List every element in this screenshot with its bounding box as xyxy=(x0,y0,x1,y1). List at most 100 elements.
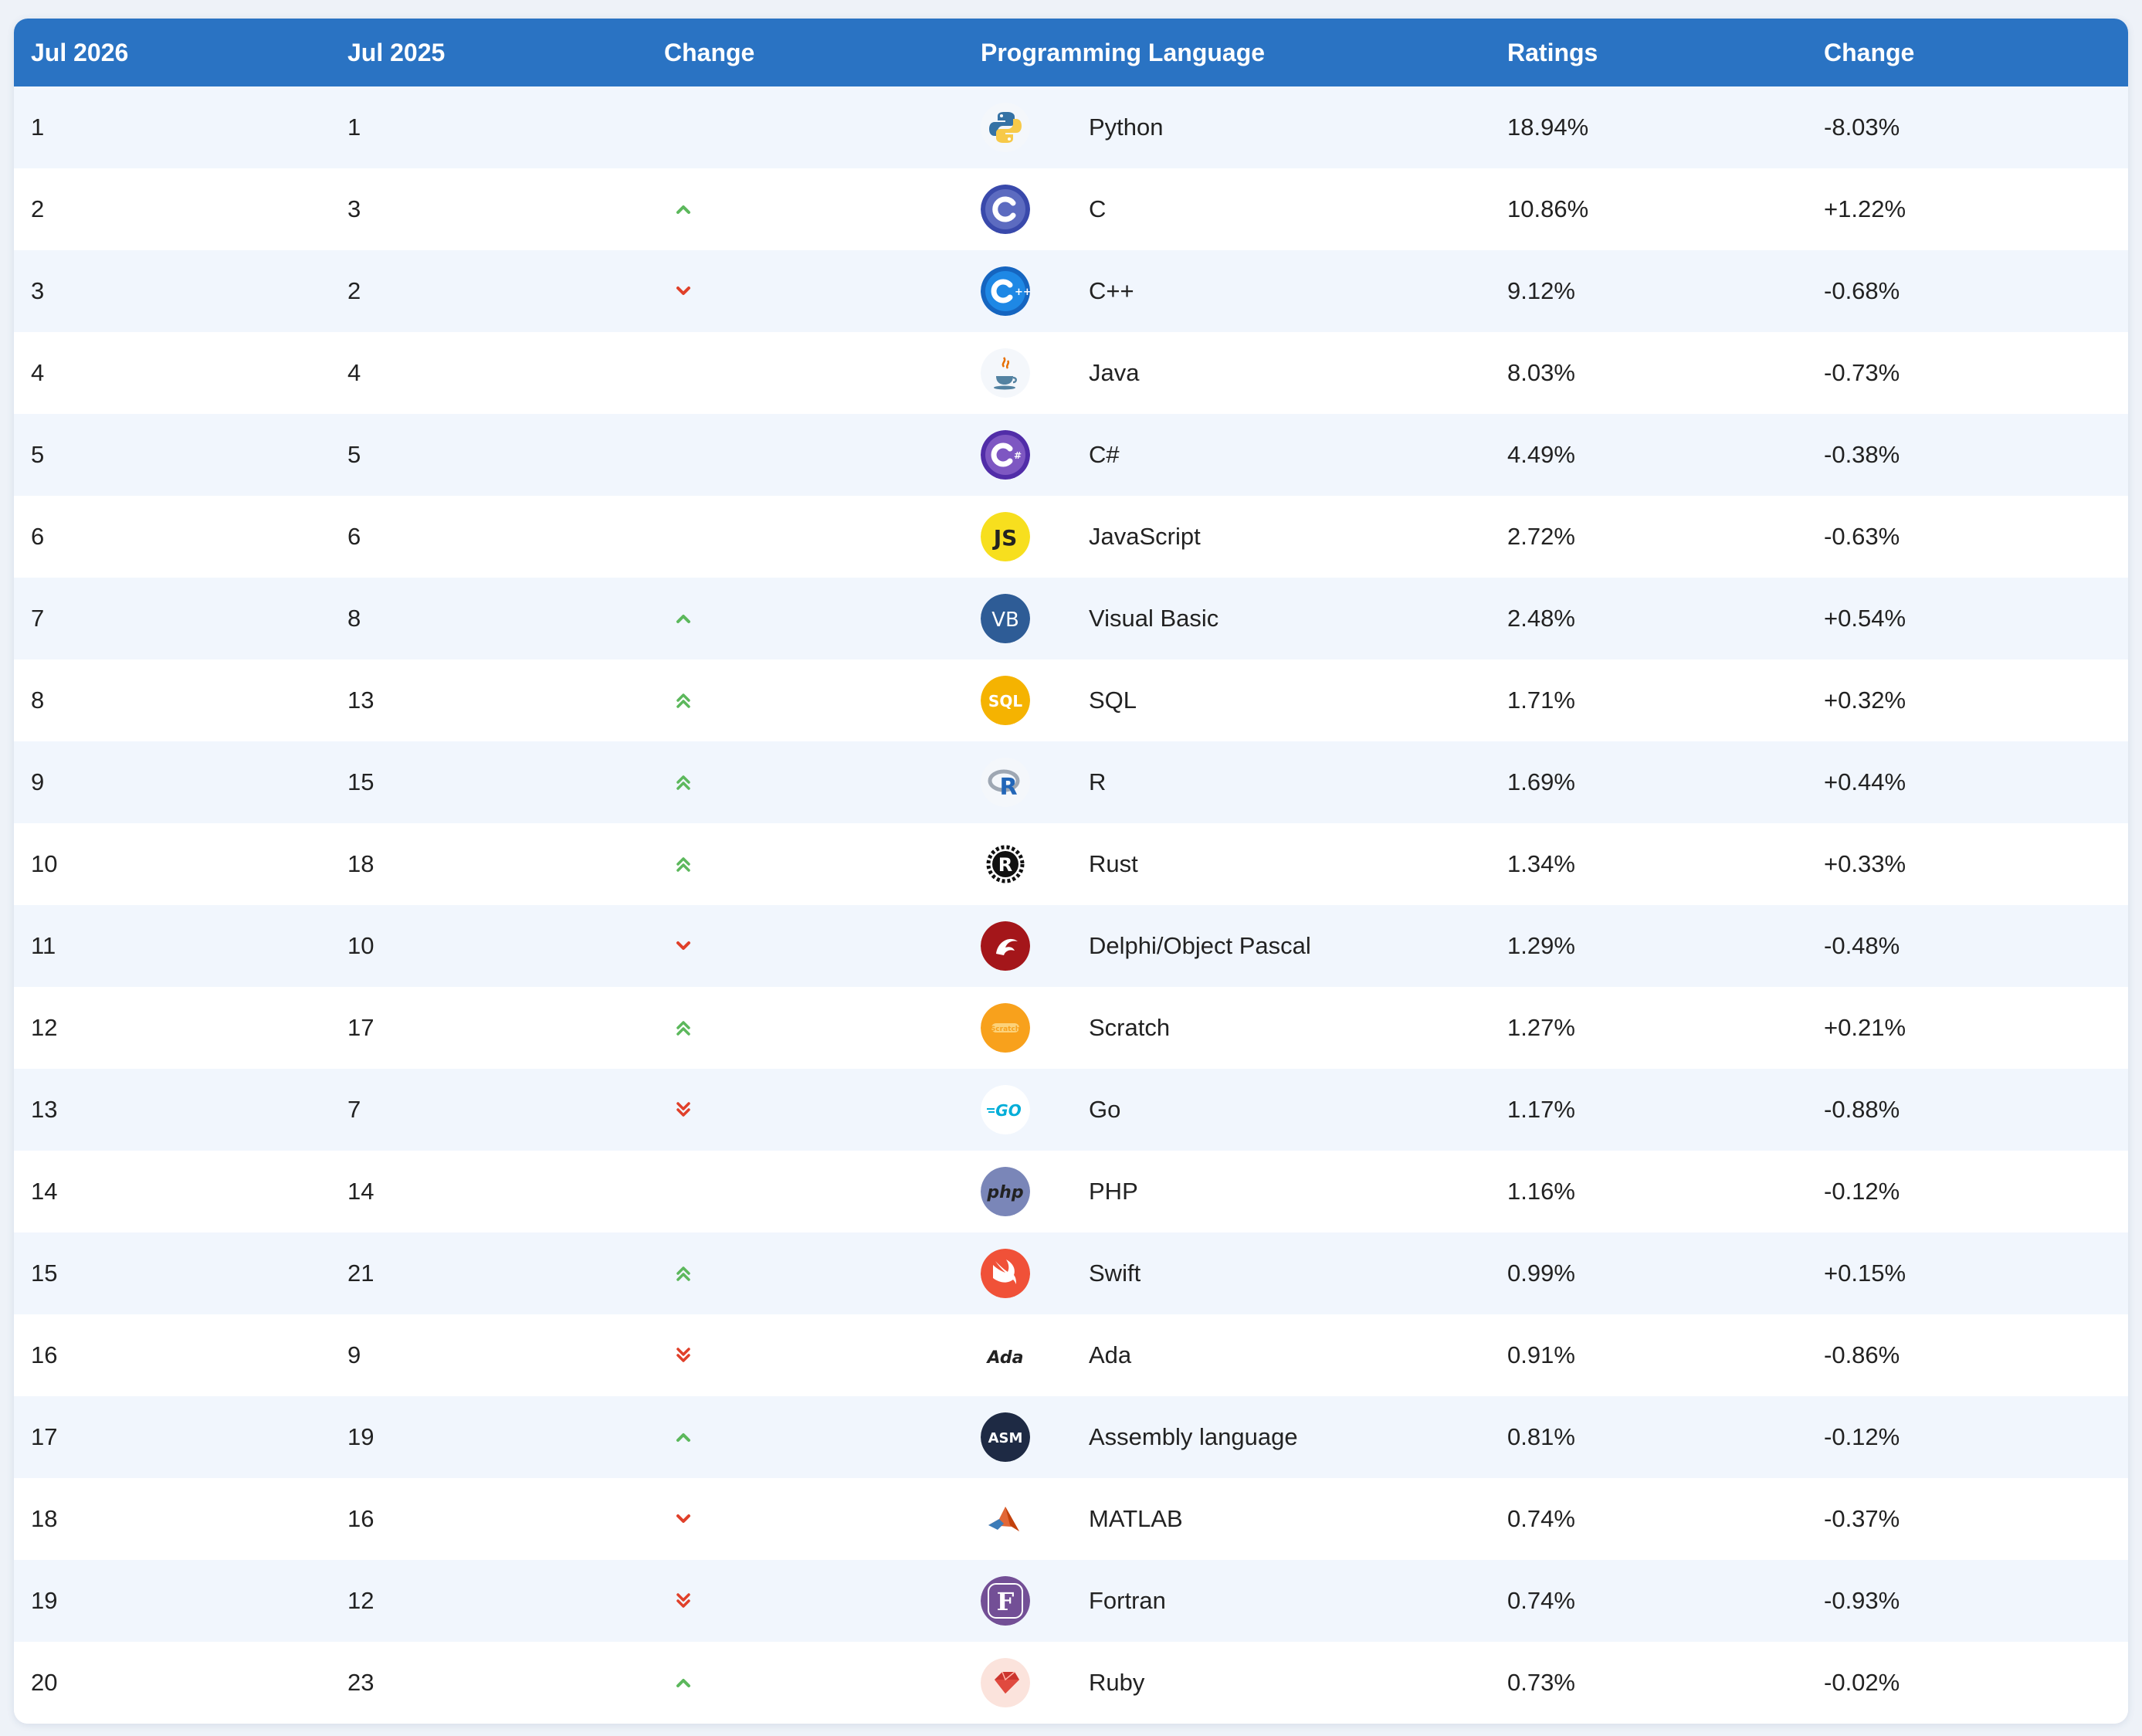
header-ratings[interactable]: Ratings xyxy=(1507,38,1598,66)
rating-change-value: +0.21% xyxy=(1824,1014,1906,1041)
language-name[interactable]: PHP xyxy=(1089,1178,1138,1205)
rating-value: 0.73% xyxy=(1507,1669,1575,1696)
double-arrow-up-icon xyxy=(664,689,964,712)
table-row[interactable]: 2 3 C 10.86% +1.22% xyxy=(14,168,2128,250)
rank-change-cell xyxy=(647,280,964,303)
rank-change-cell xyxy=(647,1016,964,1039)
rank-2025: 4 xyxy=(347,359,361,386)
rating-value: 0.74% xyxy=(1507,1587,1575,1614)
language-name[interactable]: Ada xyxy=(1089,1341,1132,1368)
rank-2026: 5 xyxy=(31,441,45,468)
arrow-up-icon xyxy=(664,1671,964,1694)
table-row[interactable]: 9 15 R R 1.69% +0.44% xyxy=(14,741,2128,823)
language-name[interactable]: Delphi/Object Pascal xyxy=(1089,932,1311,959)
language-logo-cell xyxy=(964,103,1089,152)
header-jul-2025[interactable]: Jul 2025 xyxy=(347,38,446,66)
rank-2026: 10 xyxy=(31,850,58,877)
language-name[interactable]: Swift xyxy=(1089,1260,1141,1287)
table-row[interactable]: 18 16 MATLAB 0.74% -0.37% xyxy=(14,1478,2128,1560)
rank-2026: 14 xyxy=(31,1178,58,1205)
rating-value: 1.17% xyxy=(1507,1096,1575,1123)
language-name[interactable]: Rust xyxy=(1089,850,1138,877)
table-row[interactable]: 6 6 JS JavaScript 2.72% -0.63% xyxy=(14,496,2128,578)
header-programming-language[interactable]: Programming Language xyxy=(981,38,1266,66)
table-row[interactable]: 20 23 Ruby 0.73% -0.02% xyxy=(14,1642,2128,1724)
rank-2025: 19 xyxy=(347,1423,375,1450)
rating-change-value: -0.93% xyxy=(1824,1587,1900,1614)
table-row[interactable]: 8 13 SQL SQL 1.71% +0.32% xyxy=(14,659,2128,741)
rating-change-value: +0.32% xyxy=(1824,687,1906,714)
rank-2026: 12 xyxy=(31,1014,58,1041)
language-name[interactable]: SQL xyxy=(1089,687,1137,714)
language-name[interactable]: Ruby xyxy=(1089,1669,1145,1696)
rating-change-value: +0.54% xyxy=(1824,605,1906,632)
python-icon xyxy=(981,103,1030,152)
language-name[interactable]: Go xyxy=(1089,1096,1121,1123)
language-name[interactable]: MATLAB xyxy=(1089,1505,1183,1532)
header-rating-change[interactable]: Change xyxy=(1824,38,1915,66)
svg-text:F: F xyxy=(997,1587,1015,1616)
r-icon: R xyxy=(981,758,1030,807)
language-name[interactable]: C++ xyxy=(1089,277,1134,304)
go-icon: GO xyxy=(981,1085,1030,1134)
table-row[interactable]: 16 9 Ada Ada 0.91% -0.86% xyxy=(14,1314,2128,1396)
rank-change-cell xyxy=(647,853,964,876)
rating-change-value: -0.12% xyxy=(1824,1178,1900,1205)
language-logo-cell xyxy=(964,1249,1089,1298)
rating-value: 1.69% xyxy=(1507,768,1575,795)
language-logo-cell: Scratch xyxy=(964,1003,1089,1053)
language-name[interactable]: Fortran xyxy=(1089,1587,1166,1614)
language-name[interactable]: Scratch xyxy=(1089,1014,1171,1041)
svg-text:ASM: ASM xyxy=(988,1430,1023,1446)
rank-change-cell xyxy=(647,198,964,221)
table-row[interactable]: 5 5 # C# 4.49% -0.38% xyxy=(14,414,2128,496)
rating-value: 18.94% xyxy=(1507,114,1589,141)
language-logo-cell: JS xyxy=(964,512,1089,561)
rating-value: 0.81% xyxy=(1507,1423,1575,1450)
language-logo-cell: ++ xyxy=(964,266,1089,316)
language-name[interactable]: C# xyxy=(1089,441,1120,468)
rating-value: 2.72% xyxy=(1507,523,1575,550)
table-row[interactable]: 17 19 ASM Assembly language 0.81% -0.12% xyxy=(14,1396,2128,1478)
table-row[interactable]: 19 12 F Fortran 0.74% -0.93% xyxy=(14,1560,2128,1642)
rating-value: 1.27% xyxy=(1507,1014,1575,1041)
rating-value: 1.71% xyxy=(1507,687,1575,714)
table-row[interactable]: 12 17 Scratch Scratch 1.27% +0.21% xyxy=(14,987,2128,1069)
rank-2025: 7 xyxy=(347,1096,361,1123)
language-name[interactable]: Visual Basic xyxy=(1089,605,1219,632)
rating-value: 0.74% xyxy=(1507,1505,1575,1532)
c-icon xyxy=(981,185,1030,234)
language-name[interactable]: C xyxy=(1089,195,1107,222)
header-rank-change[interactable]: Change xyxy=(664,38,755,66)
svg-text:SQL: SQL xyxy=(988,692,1022,710)
double-arrow-up-icon xyxy=(664,771,964,794)
table-row[interactable]: 14 14 php PHP 1.16% -0.12% xyxy=(14,1151,2128,1232)
sql-icon: SQL xyxy=(981,676,1030,725)
rating-value: 8.03% xyxy=(1507,359,1575,386)
php-icon: php xyxy=(981,1167,1030,1216)
table-row[interactable]: 3 2 ++ C++ 9.12% -0.68% xyxy=(14,250,2128,332)
language-name[interactable]: Assembly language xyxy=(1089,1423,1298,1450)
language-logo-cell xyxy=(964,348,1089,398)
rating-change-value: +0.15% xyxy=(1824,1260,1906,1287)
double-arrow-up-icon xyxy=(664,1262,964,1285)
table-row[interactable]: 10 18 R Rust 1.34% +0.33% xyxy=(14,823,2128,905)
header-jul-2026[interactable]: Jul 2026 xyxy=(31,38,129,66)
language-name[interactable]: Python xyxy=(1089,114,1164,141)
rating-change-value: +1.22% xyxy=(1824,195,1906,222)
rank-2025: 1 xyxy=(347,114,361,141)
language-name[interactable]: Java xyxy=(1089,359,1140,386)
table-row[interactable]: 4 4 Java 8.03% -0.73% xyxy=(14,332,2128,414)
table-row[interactable]: 15 21 Swift 0.99% +0.15% xyxy=(14,1232,2128,1314)
rank-2026: 13 xyxy=(31,1096,58,1123)
language-name[interactable]: JavaScript xyxy=(1089,523,1201,550)
table-row[interactable]: 1 1 Python 18.94% -8.03% xyxy=(14,86,2128,168)
rating-value: 0.99% xyxy=(1507,1260,1575,1287)
rating-change-value: -0.86% xyxy=(1824,1341,1900,1368)
table-row[interactable]: 11 10 Delphi/Object Pascal 1.29% -0.48% xyxy=(14,905,2128,987)
rank-change-cell xyxy=(647,1098,964,1121)
table-row[interactable]: 7 8 VB Visual Basic 2.48% +0.54% xyxy=(14,578,2128,659)
rating-change-value: +0.33% xyxy=(1824,850,1906,877)
language-name[interactable]: R xyxy=(1089,768,1107,795)
table-row[interactable]: 13 7 GO Go 1.17% -0.88% xyxy=(14,1069,2128,1151)
